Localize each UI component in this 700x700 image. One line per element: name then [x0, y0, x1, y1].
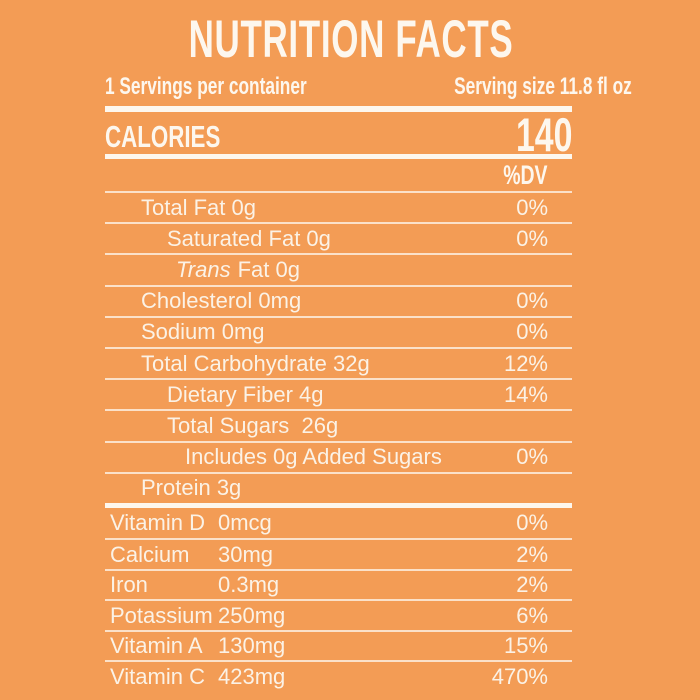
divider-thick-top: [105, 106, 572, 112]
micronutrient-amount: 30mg: [218, 541, 274, 567]
micronutrient-dv: 2%: [516, 572, 548, 598]
nutrient-row-dietary-fiber: Dietary Fiber 4g 14%: [105, 378, 572, 409]
page-title: NUTRITION FACTS: [188, 10, 514, 69]
nutrient-row-trans-fat: Trans Fat 0g: [105, 253, 572, 284]
nutrient-dv: 14%: [503, 381, 548, 407]
micronutrient-name: Vitamin D: [110, 510, 205, 536]
nutrient-label: Total Sugars 26g: [167, 412, 339, 438]
calories-row: CALORIES 140: [105, 108, 572, 161]
nutrient-label: Total Carbohydrate 32g: [141, 350, 370, 376]
nutrient-label: Saturated Fat 0g: [167, 225, 331, 251]
micronutrient-row-iron: Iron 0.3mg 2%: [105, 568, 572, 600]
micronutrient-name: Potassium: [110, 602, 213, 628]
nutrient-dv: 0%: [516, 225, 548, 251]
serving-size-text: Serving size 11.8 fl oz: [454, 73, 632, 100]
micronutrient-amount: 0mcg: [218, 510, 272, 536]
micronutrient-dv: 470%: [491, 663, 548, 689]
micronutrient-dv: 15%: [503, 633, 548, 659]
micronutrient-name: Iron: [110, 572, 148, 598]
micronutrient-row-vitamin-a: Vitamin A 130mg 15%: [105, 629, 572, 661]
micronutrient-table: Vitamin D 0mcg 0% Calcium 30mg 2% Iron 0…: [105, 508, 572, 691]
micronutrient-row-vitamin-c: Vitamin C 423mg 470%: [105, 660, 572, 691]
nutrition-label: NUTRITION FACTS 1 Servings per container…: [105, 0, 632, 691]
nutrient-dv: 0%: [516, 288, 548, 314]
serving-info-row: 1 Servings per container Serving size 11…: [105, 73, 632, 100]
micronutrient-name: Vitamin C: [110, 663, 205, 689]
calories-value: 140: [515, 108, 572, 161]
trans-italic-text: Trans: [176, 256, 231, 282]
nutrient-label: Trans Fat 0g: [105, 257, 300, 283]
nutrient-label: Includes 0g Added Sugars: [185, 444, 442, 470]
micronutrient-dv: 6%: [516, 602, 548, 628]
nutrient-row-total-carbohydrate: Total Carbohydrate 32g 12%: [105, 346, 572, 378]
micronutrient-amount: 0.3mg: [218, 572, 280, 598]
nutrient-row-cholesterol: Cholesterol 0mg 0%: [105, 284, 572, 316]
calories-label: CALORIES: [105, 119, 221, 154]
nutrient-dv: 0%: [516, 444, 548, 470]
nutrient-row-total-sugars: Total Sugars 26g: [105, 409, 572, 440]
nutrient-dv: 0%: [516, 194, 548, 220]
nutrient-row-protein: Protein 3g: [105, 471, 572, 503]
nutrient-label: Cholesterol 0mg: [141, 288, 302, 314]
trans-rest-text: Fat 0g: [237, 256, 300, 282]
micronutrient-row-potassium: Potassium 250mg 6%: [105, 599, 572, 630]
nutrient-row-saturated-fat: Saturated Fat 0g 0%: [105, 222, 572, 253]
divider-thick-protein: [105, 502, 572, 508]
micronutrient-amount: 250mg: [218, 602, 286, 628]
nutrient-label: Protein 3g: [141, 475, 242, 501]
nutrient-row-total-fat: Total Fat 0g 0%: [105, 191, 572, 222]
nutrient-table: Total Fat 0g 0% Saturated Fat 0g 0% Tran…: [105, 191, 572, 503]
micronutrient-amount: 130mg: [218, 633, 286, 659]
micronutrient-row-calcium: Calcium 30mg 2%: [105, 538, 572, 569]
micronutrient-dv: 2%: [516, 541, 548, 567]
nutrient-row-added-sugars: Includes 0g Added Sugars 0%: [105, 440, 572, 472]
nutrient-label: Total Fat 0g: [141, 194, 256, 220]
nutrient-label: Sodium 0mg: [141, 319, 265, 345]
micronutrient-amount: 423mg: [218, 663, 286, 689]
micronutrient-dv: 0%: [516, 510, 548, 536]
nutrient-row-sodium: Sodium 0mg 0%: [105, 315, 572, 347]
micronutrient-name: Vitamin A: [110, 633, 203, 659]
micronutrient-name: Calcium: [110, 541, 190, 567]
daily-value-header: %DV: [503, 159, 548, 190]
divider-thick-calories: [105, 154, 572, 159]
nutrient-dv: 0%: [516, 319, 548, 345]
label-header: NUTRITION FACTS: [105, 10, 572, 69]
servings-per-container-text: 1 Servings per container: [105, 73, 307, 100]
nutrient-dv: 12%: [503, 350, 548, 376]
nutrient-label: Dietary Fiber 4g: [167, 381, 324, 407]
micronutrient-row-vitamin-d: Vitamin D 0mcg 0%: [105, 508, 572, 539]
daily-value-header-row: %DV: [105, 159, 572, 191]
